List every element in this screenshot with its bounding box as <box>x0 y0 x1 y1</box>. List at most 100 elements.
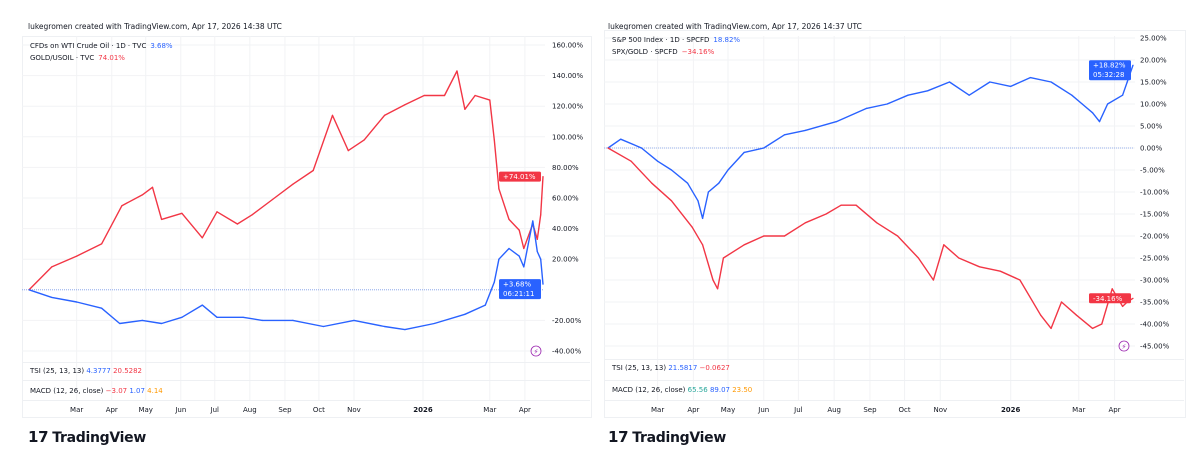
left-chart-panel: lukegromen created with TradingView.com,… <box>0 0 592 460</box>
y-tick-label: 15.00% <box>1140 79 1167 87</box>
data-point <box>804 222 806 224</box>
data-point <box>312 169 314 172</box>
y-tick-label: -40.00% <box>1140 321 1170 329</box>
data-point <box>1060 301 1063 303</box>
y-tick-label: 40.00% <box>552 225 579 233</box>
legend-item-spx-gold[interactable]: SPX/GOLD · SPCFD −34.16% <box>612 46 740 58</box>
data-point <box>927 90 929 92</box>
data-point <box>1071 94 1073 96</box>
data-point <box>989 81 991 83</box>
data-point <box>423 94 425 97</box>
data-point <box>948 81 951 83</box>
lightning-icon[interactable] <box>530 345 542 357</box>
left-price-chart[interactable]: Mar Apr May Jun Jul Aug Sep Oct Nov 2026 Mar Apr 160… <box>0 0 600 460</box>
data-point <box>702 217 704 219</box>
legend-value: −34.16% <box>681 48 715 56</box>
data-point <box>702 244 704 246</box>
data-point <box>717 288 719 290</box>
tradingview-logo[interactable]: 17 TradingView <box>28 428 146 446</box>
data-point <box>722 257 724 259</box>
data-point <box>825 213 827 215</box>
price-tag[interactable] <box>1089 293 1131 304</box>
y-tick-label: 25.00% <box>1140 35 1167 43</box>
data-point <box>523 266 525 268</box>
data-point <box>322 325 325 328</box>
pane-divider[interactable] <box>22 380 590 381</box>
data-point <box>251 214 253 216</box>
legend-item-gold-usoil[interactable]: GOLD/USOIL · TVC 74.01% <box>30 52 173 64</box>
x-tick-label: Apr <box>519 406 531 414</box>
data-point <box>968 94 970 96</box>
pane-divider[interactable] <box>604 380 1184 381</box>
data-point <box>201 237 203 239</box>
legend-item-sp500[interactable]: S&P 500 Index · 1D · SPCFD 18.82% <box>612 34 740 46</box>
data-point <box>712 279 714 281</box>
data-point <box>181 212 183 214</box>
tsi-value-2: −0.0627 <box>699 364 730 372</box>
pane-divider[interactable] <box>22 362 590 363</box>
price-tag-label: +18.82% <box>1093 62 1126 70</box>
x-tick-label: Aug <box>827 406 841 414</box>
data-point <box>907 94 909 96</box>
data-point <box>1029 77 1031 79</box>
macd-indicator[interactable]: MACD (12, 26, close) −3.07 1.07 4.14 <box>30 387 163 395</box>
series-line[interactable] <box>607 147 1134 330</box>
macd-label: MACD (12, 26, close) <box>30 387 104 395</box>
data-point <box>443 94 446 97</box>
data-point <box>160 218 163 221</box>
data-point <box>236 223 238 225</box>
price-tag-label: -34.16% <box>1093 295 1123 303</box>
data-point <box>1132 64 1134 66</box>
data-point <box>518 229 520 231</box>
data-point <box>540 258 542 260</box>
y-tick-label: -25.00% <box>1140 255 1170 263</box>
data-point <box>216 211 218 213</box>
data-point <box>532 220 534 222</box>
right-price-chart[interactable]: Mar Apr May Jun Jul Aug Sep Oct Nov 2026 Mar Apr 25.… <box>600 0 1200 460</box>
brand-name: TradingView <box>632 430 726 446</box>
data-point <box>508 247 510 250</box>
price-tag[interactable] <box>499 171 541 182</box>
data-point <box>456 70 458 72</box>
chart-legend: CFDs on WTI Crude Oil · 1D · TVC 3.68% GO… <box>30 40 173 64</box>
tsi-indicator[interactable]: TSI (25, 13, 13) 4.3777 20.5282 <box>30 367 142 375</box>
data-point <box>527 243 529 245</box>
price-tag[interactable] <box>1089 60 1131 81</box>
data-point <box>865 107 868 109</box>
data-point <box>1040 314 1042 316</box>
legend-item-wti[interactable]: CFDs on WTI Crude Oil · 1D · TVC 3.68% <box>30 40 173 52</box>
x-tick-label: Jun <box>757 406 769 414</box>
tradingview-logo[interactable]: 17 TradingView <box>608 428 726 446</box>
data-point <box>1019 279 1021 281</box>
data-point <box>1132 297 1134 299</box>
tsi-label: TSI (25, 13, 13) <box>30 367 85 375</box>
y-tick-label: 80.00% <box>552 164 579 172</box>
y-tick-label: -15.00% <box>1140 211 1170 219</box>
series-line[interactable] <box>28 70 544 291</box>
credit-line: lukegromen created with TradingView.com,… <box>608 22 862 31</box>
data-point <box>181 316 183 318</box>
data-point <box>804 129 806 131</box>
legend-label: S&P 500 Index · 1D · SPCFD <box>612 36 710 44</box>
macd-value-2: 1.07 <box>129 387 145 395</box>
macd-indicator[interactable]: MACD (12, 26, close) 65.56 89.07 23.50 <box>612 386 752 394</box>
series-line[interactable] <box>28 220 544 331</box>
tsi-value-1: 21.5817 <box>668 364 698 372</box>
data-point <box>943 244 945 246</box>
data-point <box>743 244 745 246</box>
countdown-label: 06:21:11 <box>503 290 534 298</box>
price-tag[interactable] <box>499 279 541 300</box>
x-tick-label: May <box>721 406 735 414</box>
data-point <box>76 301 78 303</box>
data-point <box>876 222 878 224</box>
legend-value: 18.82% <box>713 36 741 44</box>
pane-divider[interactable] <box>604 359 1184 360</box>
x-tick-label: May <box>138 406 152 414</box>
data-point <box>536 238 538 240</box>
brand-name: TradingView <box>52 430 146 446</box>
tsi-indicator[interactable]: TSI (25, 13, 13) 21.5817 −0.0627 <box>612 364 730 372</box>
data-point <box>783 235 786 237</box>
series-line[interactable] <box>607 64 1134 220</box>
lightning-icon[interactable] <box>1118 340 1130 352</box>
x-tick-label: Apr <box>687 406 699 414</box>
